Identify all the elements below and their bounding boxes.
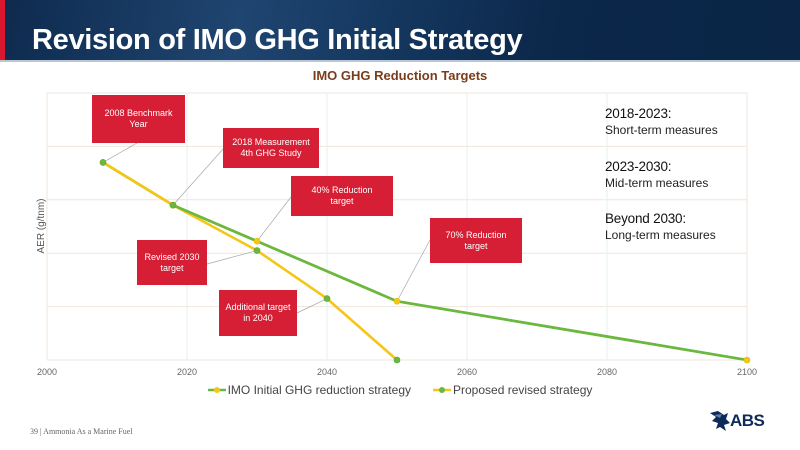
data-point-imo-initial <box>393 297 401 305</box>
x-tick-label: 2100 <box>737 367 757 377</box>
callout-2018-measurement: 2018 Measurement 4th GHG Study <box>223 128 319 168</box>
x-tick-label: 2060 <box>457 367 477 377</box>
data-point-revised <box>393 356 401 364</box>
y-axis-label: AER (g/tnm) <box>36 198 47 253</box>
callout-leader-line <box>102 142 138 163</box>
callout-additional-2040: Additional target in 2040 <box>219 290 297 336</box>
phase-short-term: 2018-2023: Short-term measures <box>605 106 718 137</box>
legend-label: Proposed revised strategy <box>453 383 593 397</box>
callout-revised-2030: Revised 2030 target <box>137 240 207 285</box>
data-point-imo-initial <box>253 237 261 245</box>
data-point-revised <box>253 247 261 254</box>
phase-label: Long-term measures <box>605 228 716 242</box>
callout-70-reduction: 70% Reduction target <box>430 218 522 263</box>
legend-label: IMO Initial GHG reduction strategy <box>227 383 411 397</box>
accent-bar <box>0 0 5 60</box>
footer-separator: | <box>40 427 42 436</box>
legend-swatch-imo-initial <box>207 387 226 393</box>
legend-item-imo-initial: IMO Initial GHG reduction strategy <box>207 383 411 397</box>
series-line-imo-initial-upper <box>172 203 748 362</box>
callout-text: 2008 Benchmark <box>104 108 173 118</box>
slide-title: Revision of IMO GHG Initial Strategy <box>32 24 523 56</box>
page-number: 39 <box>30 427 38 436</box>
callout-text: Revised 2030 <box>144 251 200 262</box>
header-divider <box>0 60 800 62</box>
callout-text: 2018 Measurement <box>232 137 310 147</box>
legend-swatch-revised <box>433 387 451 393</box>
callout-text: 40% Reduction <box>311 185 373 195</box>
slide-footer: 39 | Ammonia As a Marine Fuel <box>30 427 133 436</box>
callout-text: Year <box>129 119 148 129</box>
legend-item-revised: Proposed revised strategy <box>433 383 592 397</box>
phase-label: Short-term measures <box>605 123 718 137</box>
x-tick-label: 2000 <box>37 367 57 377</box>
callout-text: target <box>330 196 354 206</box>
callout-text: in 2040 <box>243 313 273 323</box>
phase-heading: Beyond 2030: <box>605 211 686 226</box>
data-point-revised <box>169 201 177 209</box>
callout-leader-line <box>172 147 225 206</box>
callout-leader-line <box>206 250 258 265</box>
callout-2008-benchmark: 2008 Benchmark Year <box>92 95 185 143</box>
phase-label: Mid-term measures <box>605 176 709 190</box>
callout-leader-line <box>296 298 328 314</box>
callout-leaders <box>102 142 431 314</box>
callout-text: Additional target <box>225 302 291 312</box>
x-tick-label: 2040 <box>317 367 337 377</box>
phase-long-term: Beyond 2030: Long-term measures <box>605 211 716 242</box>
phase-mid-term: 2023-2030: Mid-term measures <box>605 159 708 190</box>
x-tick-labels: 2000 2020 2040 2060 2080 2100 <box>37 367 757 377</box>
callout-text: 4th GHG Study <box>240 148 302 158</box>
x-tick-label: 2020 <box>177 367 197 377</box>
callout-leader-line <box>396 239 431 302</box>
data-point-revised <box>99 159 107 166</box>
slide-header <box>0 0 800 60</box>
abs-eagle-logo-icon <box>710 411 730 431</box>
chart-legend: IMO Initial GHG reduction strategy Propo… <box>0 383 800 397</box>
callout-text: 70% Reduction <box>445 229 507 240</box>
abs-logo-text: ABS <box>730 411 765 430</box>
series-markers <box>99 159 751 364</box>
x-tick-label: 2080 <box>597 367 617 377</box>
callout-40-reduction: 40% Reduction target <box>291 176 393 216</box>
callout-text: target <box>160 262 184 273</box>
callout-leader-line <box>256 196 292 242</box>
chart-title: IMO GHG Reduction Targets <box>312 68 488 83</box>
footer-text: Ammonia As a Marine Fuel <box>43 427 133 436</box>
data-point-revised <box>323 295 331 302</box>
phase-heading: 2023-2030: <box>605 159 672 174</box>
data-point-imo-initial <box>743 356 751 364</box>
phase-heading: 2018-2023: <box>605 106 672 121</box>
callout-text: target <box>464 240 488 251</box>
